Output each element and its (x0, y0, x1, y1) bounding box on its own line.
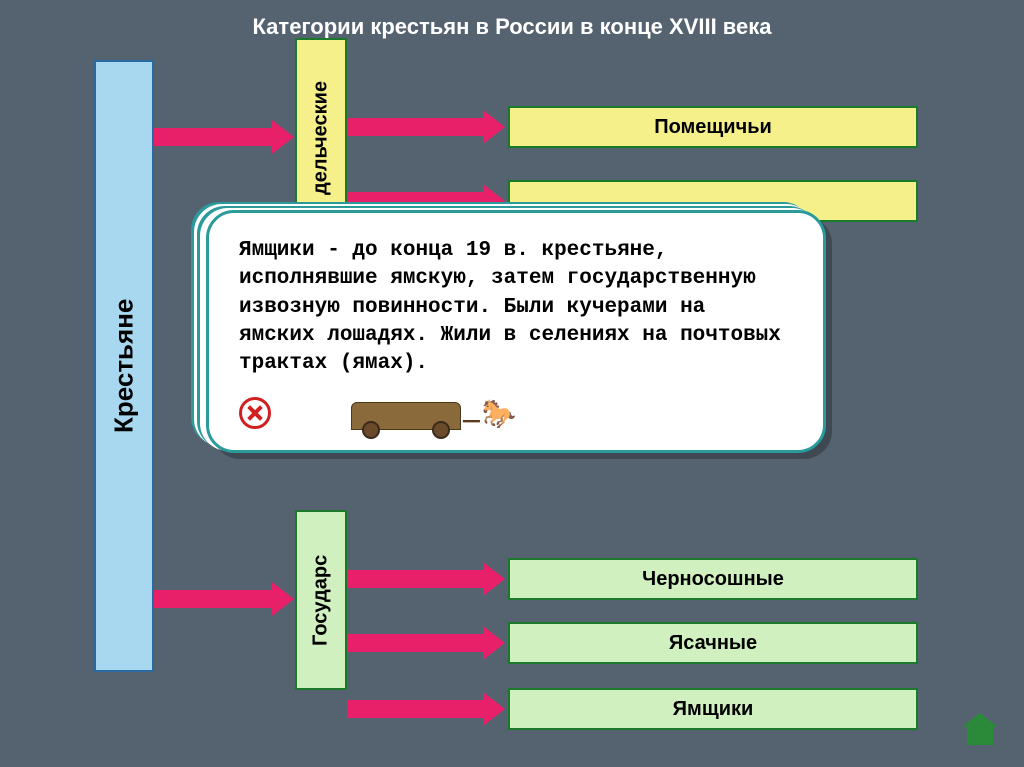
node-landowner: Помещичьи (508, 106, 918, 148)
arrow (154, 590, 272, 608)
close-icon[interactable] (239, 397, 271, 429)
home-icon[interactable] (962, 713, 998, 749)
arrow (347, 700, 483, 718)
node-peasants: Крестьяне (94, 60, 154, 672)
node-category-1: дельческие (295, 38, 347, 238)
horse-cart-icon: ━━ 🐎 (351, 397, 517, 430)
popup-definition: - до конца 19 в. крестьяне, исполнявшие … (239, 239, 781, 375)
page-title: Категории крестьян в России в конце XVII… (0, 14, 1024, 40)
node-blacksoil: Черносошные (508, 558, 918, 600)
popup-term: Ямщики (239, 239, 315, 262)
arrow (347, 118, 483, 136)
node-coachmen: Ямщики (508, 688, 918, 730)
node-category-2: Государс (295, 510, 347, 690)
popup-text: Ямщики - до конца 19 в. крестьяне, испол… (239, 237, 793, 379)
node-yasak: Ясачные (508, 622, 918, 664)
arrow (347, 634, 483, 652)
arrow (154, 128, 272, 146)
definition-popup: Ямщики - до конца 19 в. крестьяне, испол… (206, 210, 826, 453)
arrow (347, 570, 483, 588)
arrow (347, 192, 483, 210)
popup-footer: ━━ 🐎 (239, 397, 793, 430)
